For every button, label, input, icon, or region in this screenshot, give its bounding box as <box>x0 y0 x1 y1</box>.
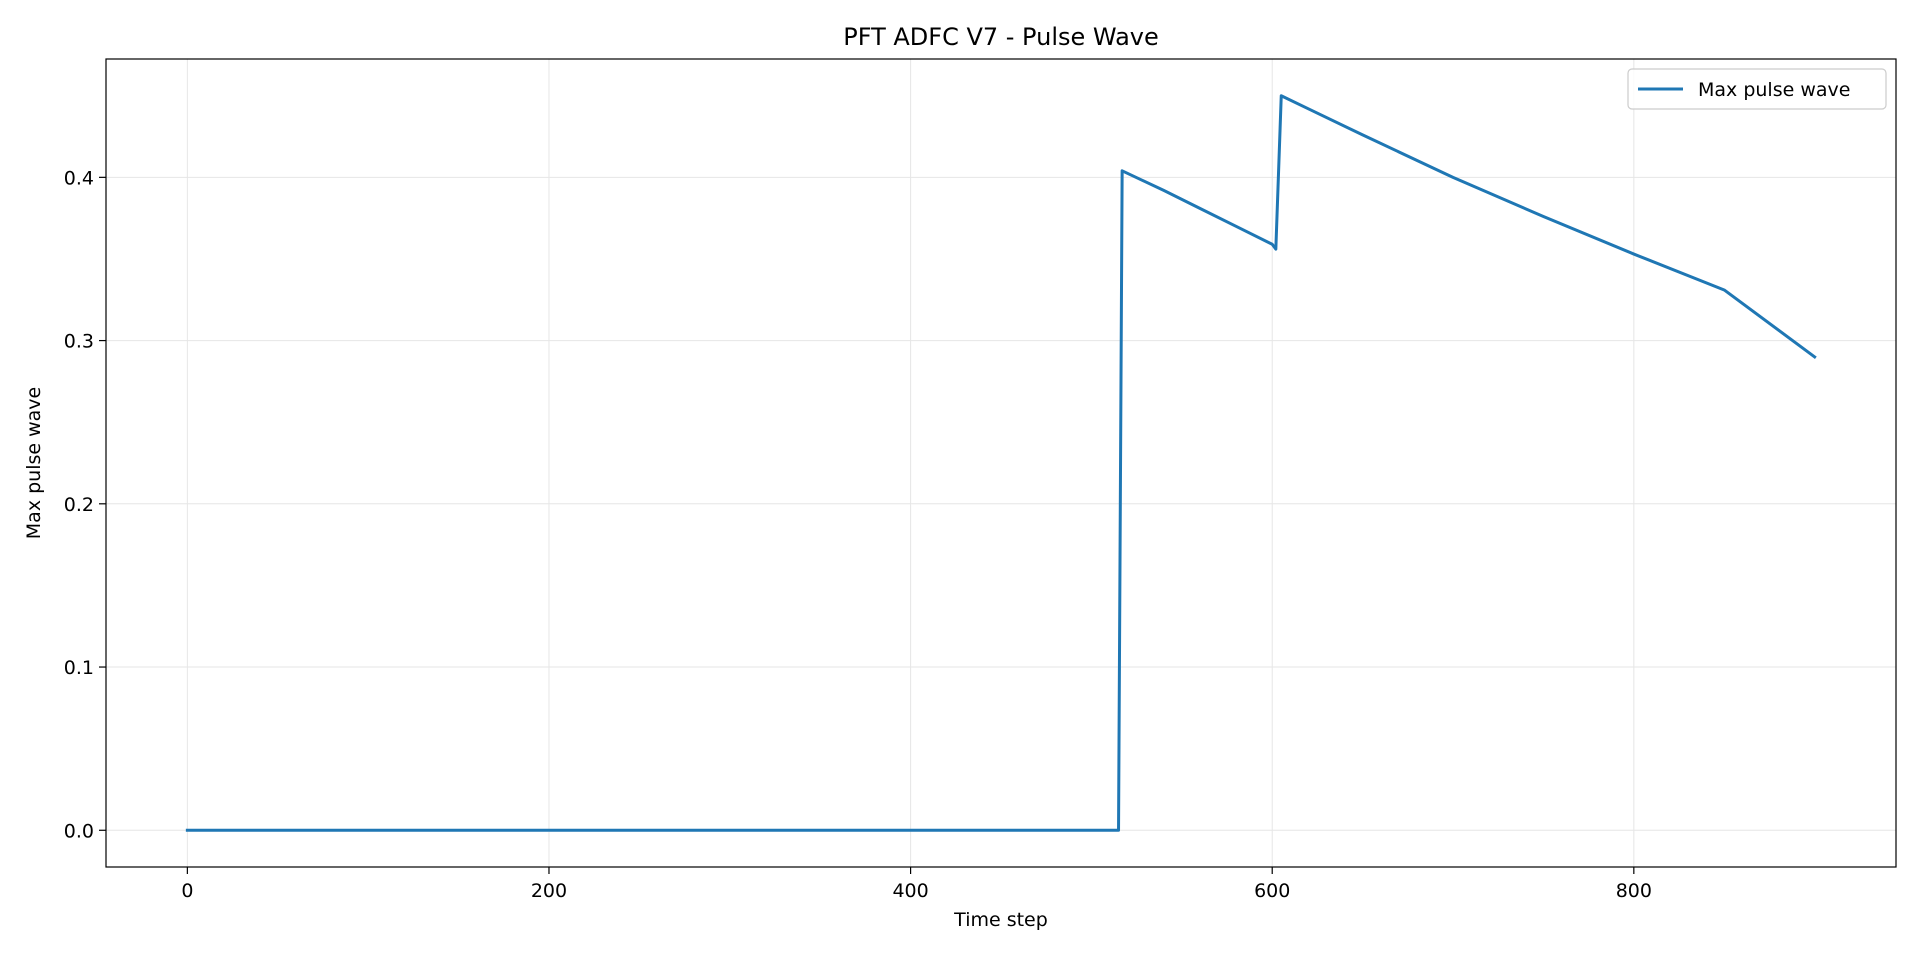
x-axis-label: Time step <box>953 909 1048 931</box>
x-tick-label: 400 <box>892 880 928 902</box>
plot-frame <box>105 58 1897 868</box>
legend-label: Max pulse wave <box>1698 79 1850 101</box>
y-tick-label: 0.2 <box>64 494 94 516</box>
series-layer <box>185 94 1817 832</box>
grid-layer <box>106 59 1896 867</box>
y-tick-label: 0.1 <box>64 657 94 679</box>
x-tick-label: 200 <box>531 880 567 902</box>
x-tick-label: 800 <box>1616 880 1652 902</box>
y-tick-label: 0.4 <box>64 167 94 189</box>
chart-title: PFT ADFC V7 - Pulse Wave <box>843 23 1159 51</box>
series-line-0 <box>185 94 1817 832</box>
legend: Max pulse wave <box>1627 68 1887 110</box>
ticks-layer: 0 200 400 600 800 0.0 0.1 0.2 0.3 0.4 <box>64 167 1652 902</box>
legend-box <box>1627 68 1887 110</box>
y-tick-label: 0.0 <box>64 820 94 842</box>
x-tick-label: 600 <box>1254 880 1290 902</box>
y-axis-label: Max pulse wave <box>23 387 45 539</box>
y-tick-label: 0.3 <box>64 331 94 353</box>
x-tick-label: 0 <box>181 880 193 902</box>
